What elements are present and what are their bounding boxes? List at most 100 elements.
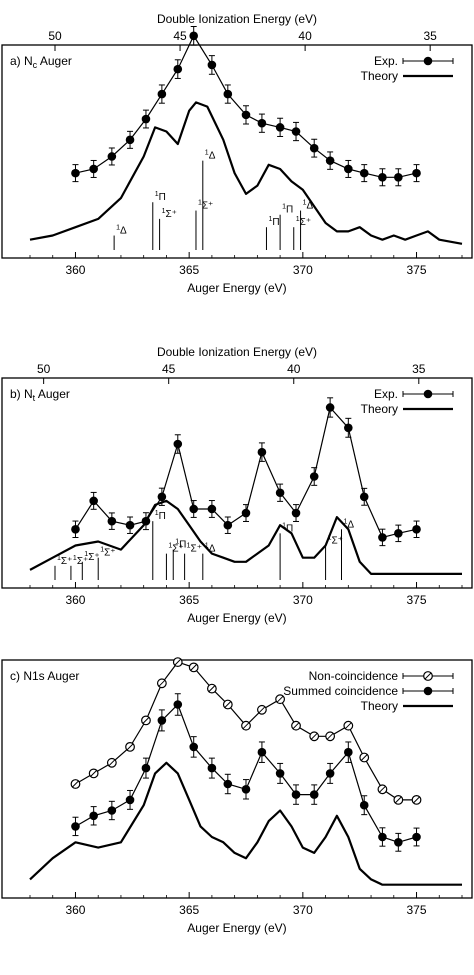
transition-label-sup: 1 <box>328 535 332 542</box>
data-point-slash <box>310 732 318 740</box>
data-point <box>141 763 151 773</box>
transition-label: 1Π <box>175 539 186 551</box>
data-point <box>275 769 285 778</box>
data-point <box>257 118 267 128</box>
data-point-slash <box>344 722 352 730</box>
data-point-slash <box>394 796 402 804</box>
x-tick-label: 375 <box>407 593 427 607</box>
data-point <box>157 716 167 725</box>
transition-label-term: Σ⁺ <box>61 556 72 567</box>
transition-label-sup: 1 <box>296 216 300 223</box>
data-point <box>107 516 117 526</box>
data-point <box>412 832 421 842</box>
theory-line <box>29 101 463 245</box>
transition-label-sup: 1 <box>57 555 61 562</box>
x-axis-label: Auger Energy (eV) <box>187 281 286 295</box>
legend-marker-slash <box>424 672 432 680</box>
data-point <box>241 785 251 794</box>
theory-line <box>29 761 462 886</box>
data-point <box>241 508 251 518</box>
transition-label: 1Σ⁺ <box>57 555 72 567</box>
transition-label-term: Σ⁺ <box>172 544 183 555</box>
transition-label: 1Π <box>268 216 279 228</box>
data-point <box>378 832 387 842</box>
data-point-slash <box>292 722 300 730</box>
data-point <box>89 811 98 821</box>
transition-label-term: Π <box>159 192 166 203</box>
transition-label-sup: 1 <box>268 216 272 223</box>
x-tick-label: 360 <box>65 263 85 277</box>
panel-title-main: a) N <box>10 54 33 68</box>
transition-label-term: Δ <box>347 519 354 530</box>
panel-a: 360 365 370 375 Auger Energy (eV) 50 45 40 35 Dou… <box>1 12 473 295</box>
transition-label-term: Π <box>159 511 166 522</box>
transition-label-term: Σ⁺ <box>300 217 311 228</box>
data-point-slash <box>72 780 79 788</box>
top-tick-label: 40 <box>287 362 301 376</box>
top-tick-label: 45 <box>173 29 187 43</box>
data-point <box>173 64 183 74</box>
data-point-slash <box>379 785 386 793</box>
data-point <box>125 520 135 530</box>
data-point <box>325 156 335 165</box>
transition-label-term: Δ <box>120 226 127 237</box>
transition-label: 1Π <box>155 191 166 203</box>
data-point <box>189 31 199 41</box>
data-point-slash <box>158 679 166 687</box>
panel-title: c) N1s Auger <box>10 669 79 683</box>
transition-label-sup: 1 <box>282 204 286 211</box>
legend-marker <box>423 686 433 696</box>
data-point <box>309 790 319 799</box>
legend-label: Theory <box>361 699 398 713</box>
data-point <box>223 520 233 530</box>
data-point <box>173 700 183 709</box>
data-point <box>257 747 267 757</box>
data-point <box>125 795 135 805</box>
data-point <box>291 508 301 518</box>
data-point <box>107 806 117 815</box>
transition-label-sup: 1 <box>73 555 77 562</box>
legend-label: Exp. <box>374 54 398 68</box>
data-point <box>394 529 403 538</box>
transition-label-sup: 1 <box>162 208 166 215</box>
transition-label-term: Π <box>286 205 293 216</box>
data-point <box>291 790 301 799</box>
top-axis-label: Double Ionization Energy (eV) <box>157 345 317 359</box>
data-point-slash <box>208 685 216 692</box>
legend-label: Theory <box>361 69 398 83</box>
data-point-slash <box>126 743 134 751</box>
legend-marker <box>423 56 433 66</box>
transition-label: 1Σ⁺ <box>198 200 213 212</box>
data-point <box>344 747 353 757</box>
transition-label: 1Σ⁺ <box>84 551 99 563</box>
plot-frame <box>1 659 473 899</box>
series-exp- <box>71 397 421 547</box>
data-point <box>412 168 421 178</box>
data-point <box>344 164 353 174</box>
transition-label-term: Π <box>286 523 293 534</box>
data-point-slash <box>326 732 334 740</box>
transition-label-sup: 1 <box>168 543 172 550</box>
x-tick-label: 360 <box>65 903 85 917</box>
transition-label-term: Δ <box>306 201 313 212</box>
transition-label-sup: 1 <box>84 551 88 558</box>
legend-label: Summed coincidence <box>283 684 398 698</box>
data-point <box>359 800 369 810</box>
data-point <box>344 423 353 433</box>
transition-label-term: Π <box>272 217 279 228</box>
series-summed-coincidence <box>71 693 421 852</box>
data-point <box>241 110 251 120</box>
plot-frame <box>1 44 473 259</box>
data-point <box>394 838 403 847</box>
data-point <box>223 89 233 99</box>
transition-label-term: Σ⁺ <box>88 552 99 563</box>
transition-label-term: Σ⁺ <box>104 548 115 559</box>
series-theory <box>29 499 462 575</box>
data-point-slash <box>190 664 198 671</box>
data-point <box>275 123 285 132</box>
data-point <box>157 492 167 502</box>
data-point <box>107 152 117 161</box>
transition-label: 1Δ <box>343 518 354 530</box>
legend-label: Non-coincidence <box>309 669 399 683</box>
transition-label-sup: 1 <box>175 539 179 546</box>
